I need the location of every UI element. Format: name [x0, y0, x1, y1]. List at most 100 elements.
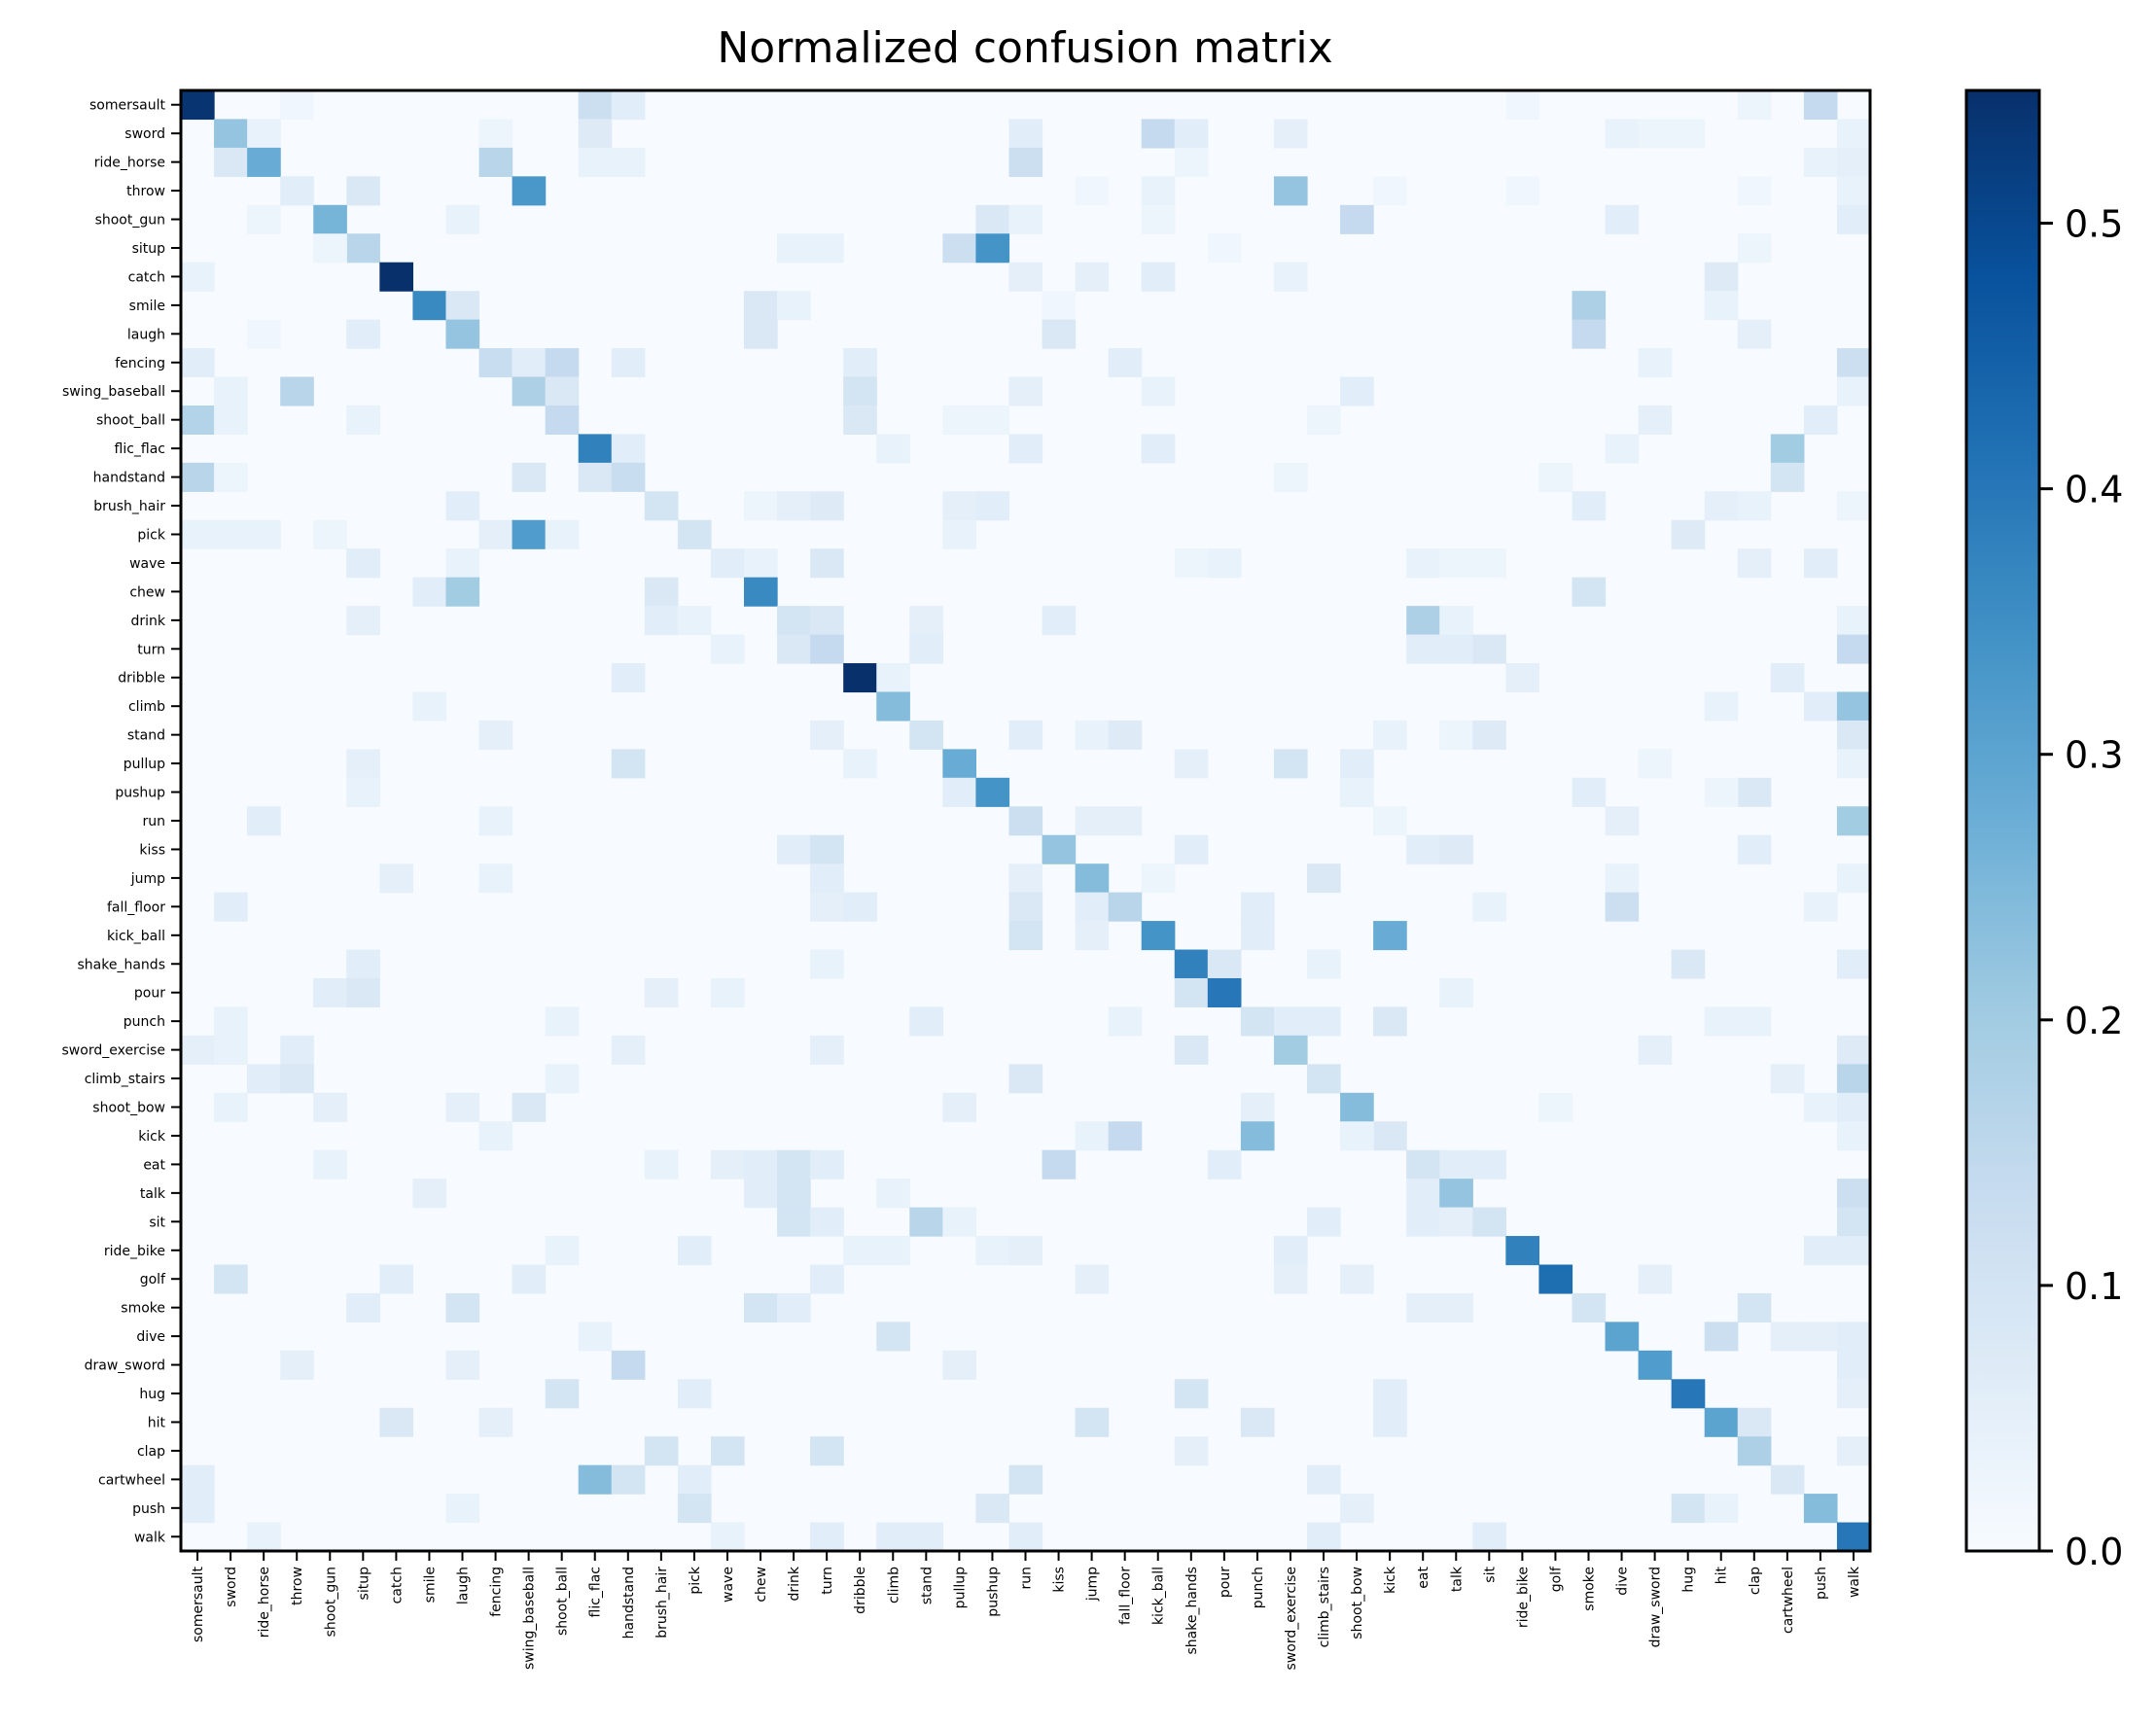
- heatmap-cell: [280, 1350, 314, 1380]
- heatmap-cell: [777, 491, 811, 521]
- heatmap-cell: [181, 1035, 215, 1065]
- heatmap-cell: [1174, 749, 1209, 779]
- heatmap-cell: [975, 1236, 1010, 1266]
- heatmap-cell: [1207, 233, 1242, 264]
- x-tick-label: shoot_bow: [1350, 1567, 1365, 1639]
- y-tick-label: smile: [129, 299, 165, 314]
- x-tick-label: jump: [1085, 1567, 1101, 1602]
- heatmap-cell: [512, 1264, 547, 1294]
- heatmap-cell: [545, 1379, 580, 1409]
- heatmap-cell: [1240, 1092, 1275, 1122]
- heatmap-cell: [1836, 348, 1871, 378]
- heatmap-cell: [1572, 777, 1607, 807]
- heatmap-cell: [1307, 949, 1341, 979]
- heatmap-cell: [1273, 1006, 1308, 1037]
- x-tick-label: smile: [422, 1567, 438, 1603]
- heatmap-cell: [1273, 176, 1308, 206]
- heatmap-cell: [644, 977, 679, 1008]
- heatmap-cell: [1605, 204, 1640, 234]
- heatmap-cell: [1439, 1179, 1473, 1209]
- heatmap-cell: [1273, 1035, 1308, 1065]
- heatmap-cell: [1572, 577, 1607, 607]
- heatmap-cell: [445, 1092, 480, 1122]
- heatmap-cell: [181, 90, 215, 121]
- heatmap-cell: [611, 1464, 646, 1495]
- heatmap-cell: [1505, 176, 1540, 206]
- y-tick-label: drink: [130, 614, 165, 629]
- heatmap-cell: [1042, 291, 1077, 321]
- heatmap-cell: [843, 1236, 877, 1266]
- y-tick-label: pullup: [124, 757, 165, 772]
- heatmap-cell: [1737, 1436, 1772, 1466]
- heatmap-cell: [677, 519, 712, 549]
- heatmap-cell: [346, 548, 380, 579]
- heatmap-cell: [214, 1264, 248, 1294]
- heatmap-cell: [1472, 720, 1506, 750]
- heatmap-cell: [1174, 119, 1209, 149]
- x-tick-label: pushup: [985, 1567, 1001, 1617]
- heatmap-cell: [512, 462, 547, 492]
- heatmap-cell: [710, 1522, 745, 1552]
- heatmap-cell: [1108, 892, 1143, 922]
- heatmap-cell: [1340, 1264, 1374, 1294]
- heatmap-cell: [1075, 176, 1110, 206]
- heatmap-cell: [1505, 90, 1540, 121]
- heatmap-cell: [1307, 1006, 1341, 1037]
- heatmap-cell: [346, 977, 380, 1008]
- heatmap-cell: [1836, 864, 1871, 894]
- x-tick-label: push: [1814, 1567, 1829, 1600]
- heatmap-cell: [611, 749, 646, 779]
- heatmap-cell: [942, 233, 977, 264]
- x-tick-label: ride_bike: [1515, 1567, 1531, 1628]
- x-tick-label: smoke: [1582, 1567, 1598, 1611]
- heatmap-cell: [545, 348, 580, 378]
- heatmap-cell: [512, 1092, 547, 1122]
- heatmap-cell: [1373, 1407, 1407, 1437]
- heatmap-cell: [1008, 1236, 1043, 1266]
- heatmap-cell: [677, 1379, 712, 1409]
- heatmap-cell: [1174, 1379, 1209, 1409]
- heatmap-cell: [578, 434, 613, 464]
- x-tick-label: laugh: [456, 1567, 472, 1604]
- heatmap-cell: [1373, 1379, 1407, 1409]
- y-tick-label: somersault: [89, 98, 166, 114]
- heatmap-cell: [843, 405, 877, 436]
- y-tick-label: dribble: [118, 671, 165, 687]
- heatmap-cell: [512, 176, 547, 206]
- heatmap-cell: [1836, 1350, 1871, 1380]
- heatmap-cell: [1505, 1236, 1540, 1266]
- heatmap-cell: [1373, 176, 1407, 206]
- y-tick-label: fencing: [115, 356, 165, 371]
- heatmap-cell: [1638, 1035, 1673, 1065]
- y-tick-label: pour: [134, 986, 165, 1002]
- x-tick-label: sit: [1482, 1567, 1498, 1583]
- heatmap-cell: [1605, 119, 1640, 149]
- x-tick-label: wave: [721, 1567, 736, 1603]
- heatmap-cell: [777, 1292, 811, 1322]
- heatmap-cell: [777, 233, 811, 264]
- heatmap-cell: [1803, 1494, 1838, 1524]
- heatmap-cell: [1638, 119, 1673, 149]
- heatmap-cell: [1737, 491, 1772, 521]
- heatmap-cell: [1605, 892, 1640, 922]
- y-tick-label: turn: [137, 642, 165, 657]
- heatmap-cell: [379, 1407, 414, 1437]
- heatmap-cell: [1803, 90, 1838, 121]
- heatmap-cell: [1439, 1207, 1473, 1237]
- x-tick-label: kick: [1383, 1566, 1398, 1594]
- heatmap-cell: [777, 1207, 811, 1237]
- heatmap-cell: [1439, 977, 1473, 1008]
- heatmap-cell: [876, 691, 910, 722]
- heatmap-cell: [1605, 864, 1640, 894]
- y-tick-label: chew: [129, 584, 165, 600]
- heatmap-cell: [777, 634, 811, 664]
- heatmap-cell: [744, 291, 778, 321]
- heatmap-cell: [247, 806, 281, 836]
- heatmap-cell: [710, 1436, 745, 1466]
- heatmap-cell: [1307, 1522, 1341, 1552]
- heatmap-cell: [1836, 1322, 1871, 1352]
- heatmap-cell: [478, 864, 513, 894]
- heatmap-cell: [843, 348, 877, 378]
- heatmap-cell: [710, 977, 745, 1008]
